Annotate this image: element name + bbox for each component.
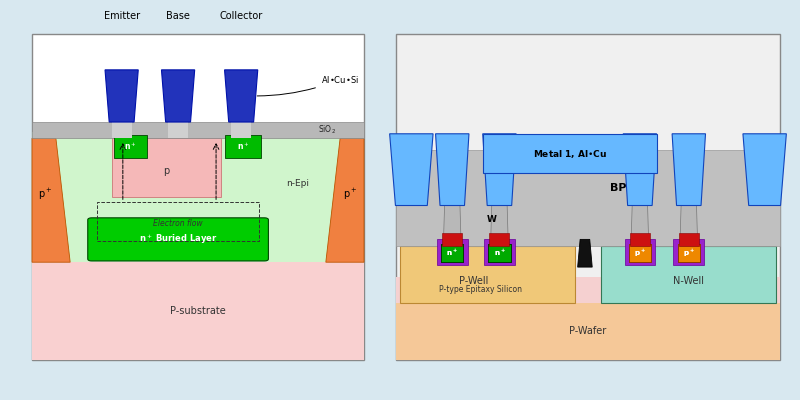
Bar	[484, 239, 514, 265]
Text: n$^+$: n$^+$	[446, 248, 458, 258]
Text: p$^+$: p$^+$	[343, 187, 358, 202]
Polygon shape	[672, 134, 706, 206]
Bar	[32, 132, 364, 262]
Text: Emitter: Emitter	[103, 11, 140, 21]
Polygon shape	[680, 190, 698, 246]
Text: n$^+$ Buried Layer: n$^+$ Buried Layer	[138, 232, 218, 246]
Polygon shape	[631, 190, 649, 246]
Polygon shape	[490, 190, 508, 246]
Bar	[97, 202, 259, 241]
Bar	[679, 233, 698, 246]
Bar	[112, 122, 132, 138]
Bar	[678, 244, 700, 262]
Text: Al$•$Cu$•$Si: Al$•$Cu$•$Si	[258, 74, 358, 96]
Polygon shape	[162, 70, 194, 122]
Bar	[602, 246, 776, 303]
Polygon shape	[225, 70, 258, 122]
Text: n-Epi: n-Epi	[286, 180, 309, 188]
Text: p: p	[163, 166, 170, 176]
Bar	[32, 262, 364, 360]
Text: n$^+$: n$^+$	[446, 248, 458, 258]
Bar	[32, 34, 364, 360]
Bar	[225, 135, 261, 158]
Text: N-Well: N-Well	[674, 276, 704, 286]
Text: p$^+$: p$^+$	[38, 187, 53, 202]
Text: p$^+$: p$^+$	[683, 248, 694, 259]
Polygon shape	[105, 70, 138, 122]
Text: n$^+$: n$^+$	[237, 141, 249, 152]
Bar	[630, 233, 650, 246]
Polygon shape	[743, 134, 786, 206]
Bar	[441, 244, 463, 262]
Text: P-type Epitaxy Silicon: P-type Epitaxy Silicon	[439, 286, 522, 294]
Text: p$^+$: p$^+$	[683, 248, 694, 259]
Text: n$^+$: n$^+$	[494, 248, 506, 258]
Bar	[490, 233, 510, 246]
Bar	[488, 244, 510, 262]
Polygon shape	[326, 138, 364, 262]
Bar	[629, 244, 651, 262]
Polygon shape	[390, 134, 433, 206]
Polygon shape	[443, 190, 461, 246]
Text: P-substrate: P-substrate	[170, 306, 226, 316]
Bar	[488, 244, 510, 262]
Text: Collector: Collector	[219, 11, 262, 21]
Polygon shape	[435, 134, 469, 206]
Bar	[112, 138, 222, 197]
Bar	[442, 233, 462, 246]
Bar	[674, 239, 704, 265]
Text: p$^+$: p$^+$	[634, 248, 646, 259]
Text: SiO$_2$: SiO$_2$	[318, 124, 335, 136]
Text: Electron flow: Electron flow	[154, 219, 203, 228]
Polygon shape	[32, 138, 70, 262]
Polygon shape	[482, 134, 516, 206]
Text: Base: Base	[166, 11, 190, 21]
Bar	[441, 244, 463, 262]
Bar	[396, 150, 780, 246]
Text: P-Wafer: P-Wafer	[570, 326, 606, 336]
Bar	[396, 34, 780, 360]
Bar	[400, 246, 574, 303]
Bar	[437, 239, 468, 265]
Text: n$^+$: n$^+$	[124, 141, 137, 152]
FancyBboxPatch shape	[88, 218, 269, 261]
Text: BPSG: BPSG	[610, 183, 643, 193]
Text: Metal 1, Al$•$Cu: Metal 1, Al$•$Cu	[533, 148, 606, 160]
Text: P-Well: P-Well	[458, 276, 488, 286]
Bar	[114, 135, 146, 158]
Bar	[231, 122, 251, 138]
Bar	[625, 239, 655, 265]
Text: W: W	[487, 215, 497, 224]
Bar	[396, 303, 780, 360]
Bar	[482, 134, 657, 173]
Bar	[168, 122, 188, 138]
Bar	[629, 244, 651, 262]
Polygon shape	[623, 134, 657, 206]
Text: p$^+$: p$^+$	[634, 248, 646, 259]
Polygon shape	[578, 239, 592, 267]
Bar	[678, 244, 700, 262]
Bar	[396, 277, 780, 303]
Text: n$^+$: n$^+$	[494, 248, 506, 258]
Bar	[32, 122, 364, 138]
